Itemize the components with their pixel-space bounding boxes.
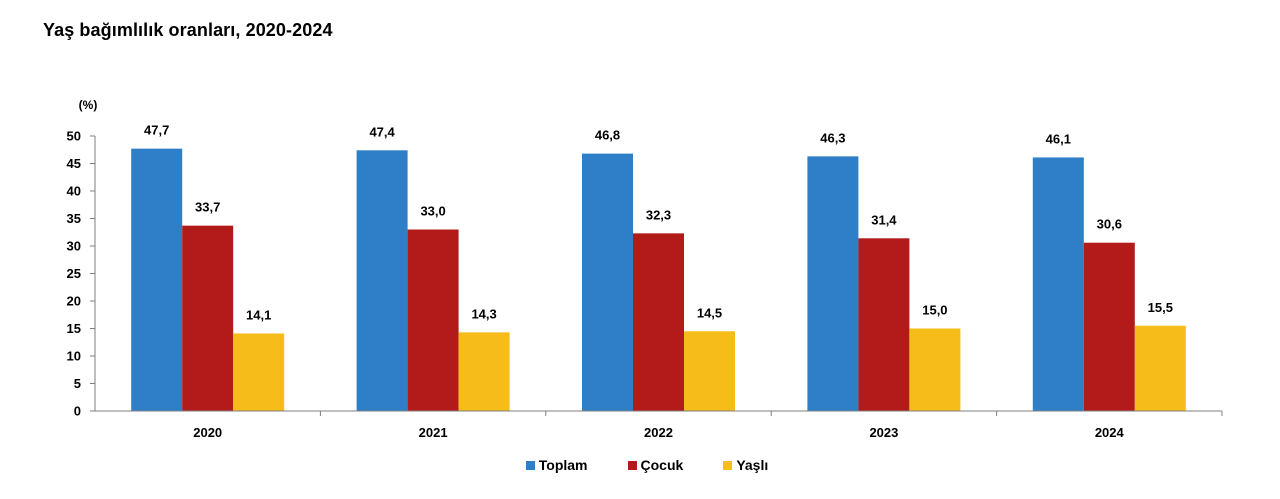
bar-chart: (%) 0 5 10 15 20 25 30 35 40 45 50 47,7 33,7 14,1 2020 4…	[67, 98, 1223, 440]
y-unit-label: (%)	[79, 98, 98, 112]
legend: Toplam Çocuk Yaşlı	[0, 457, 1280, 473]
x-tick-label: 2024	[1095, 425, 1125, 440]
y-tick-label: 0	[74, 404, 81, 419]
bar-çocuk-2022	[633, 233, 684, 411]
data-label: 46,8	[595, 128, 620, 143]
bar-toplam-2022	[582, 153, 633, 411]
y-tick-label: 50	[67, 129, 81, 144]
bar-çocuk-2021	[407, 229, 459, 411]
legend-label: Çocuk	[640, 457, 684, 473]
bar-yaşlı-2024	[1134, 325, 1186, 411]
data-label: 33,0	[420, 204, 445, 219]
bar-yaşlı-2023	[909, 328, 961, 411]
x-tick-label: 2023	[869, 425, 898, 440]
y-tick-label: 10	[67, 349, 81, 364]
legend-item-yaşlı: Yaşlı	[723, 457, 768, 473]
legend-item-çocuk: Çocuk	[627, 457, 684, 473]
bar-yaşlı-2020	[233, 333, 285, 411]
legend-item-toplam: Toplam	[525, 457, 588, 473]
data-label: 31,4	[871, 212, 897, 227]
bar-toplam-2023	[807, 156, 859, 411]
y-tick-label: 5	[74, 376, 81, 391]
data-label: 47,4	[369, 124, 395, 139]
bar-çocuk-2023	[858, 238, 910, 411]
bar-çocuk-2020	[182, 225, 234, 411]
x-tick-label: 2020	[193, 425, 222, 440]
legend-label: Yaşlı	[736, 457, 769, 473]
data-label: 14,3	[471, 306, 496, 321]
y-tick-label: 20	[67, 294, 81, 309]
data-label: 15,0	[922, 303, 947, 318]
data-label: 47,7	[144, 123, 169, 138]
bar-yaşlı-2022	[684, 331, 735, 411]
y-tick-label: 35	[67, 211, 81, 226]
data-label: 33,7	[195, 200, 220, 215]
y-tick-label: 45	[67, 156, 81, 171]
y-tick-label: 30	[67, 239, 81, 254]
y-tick-label: 15	[67, 321, 81, 336]
legend-label: Toplam	[538, 457, 588, 473]
legend-swatch	[627, 460, 637, 470]
data-label: 14,1	[246, 307, 271, 322]
data-label: 46,3	[820, 130, 845, 145]
legend-swatch	[723, 460, 733, 470]
data-label: 46,1	[1046, 131, 1071, 146]
data-label: 30,6	[1097, 217, 1122, 232]
chart-title: Yaş bağımlılık oranları, 2020-2024	[43, 20, 333, 40]
bar-toplam-2020	[131, 148, 183, 411]
data-label: 15,5	[1148, 300, 1173, 315]
y-tick-label: 25	[67, 266, 81, 281]
bar-yaşlı-2021	[458, 332, 510, 411]
data-label: 14,5	[697, 305, 722, 320]
bar-toplam-2021	[356, 150, 408, 412]
data-label: 32,3	[646, 207, 671, 222]
legend-swatch	[525, 460, 535, 470]
bar-çocuk-2024	[1083, 242, 1135, 411]
bar-toplam-2024	[1032, 157, 1084, 411]
y-tick-label: 40	[67, 184, 81, 199]
x-tick-label: 2022	[644, 425, 673, 440]
x-tick-label: 2021	[419, 425, 448, 440]
